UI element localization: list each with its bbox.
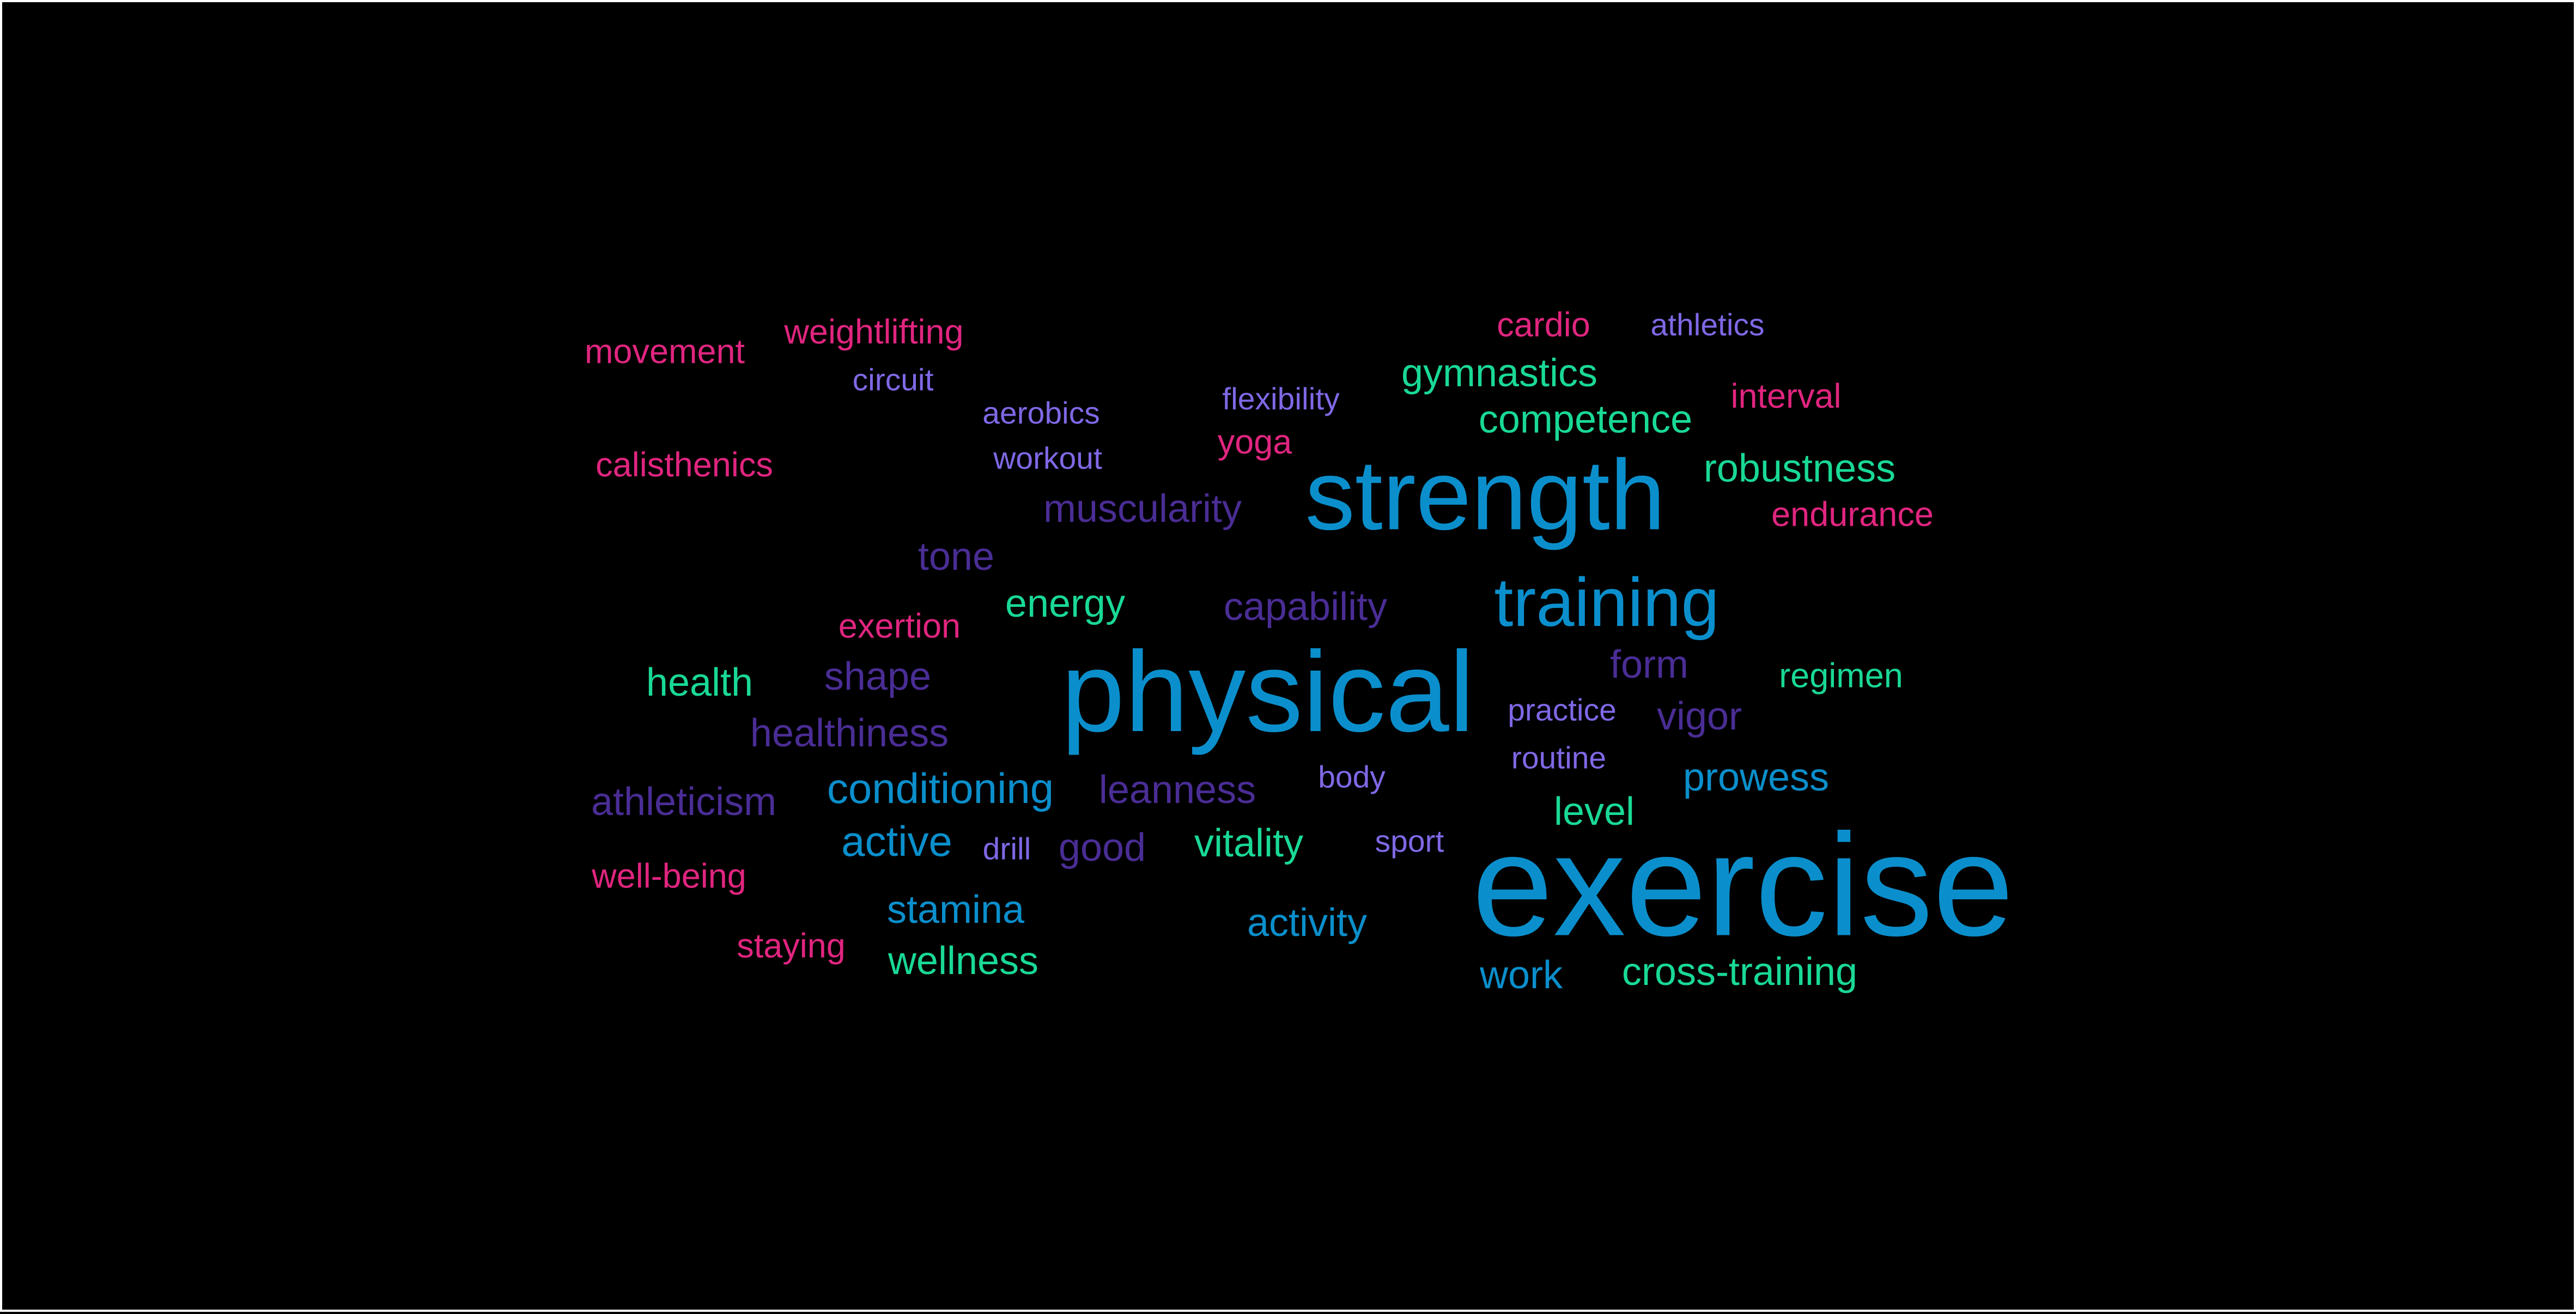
word-activity: activity <box>1247 901 1368 945</box>
word-stamina: stamina <box>886 888 1025 932</box>
word-staying: staying <box>737 927 846 965</box>
word-gymnastics: gymnastics <box>1401 351 1598 395</box>
word-exercise: exercise <box>1472 803 2014 966</box>
word-active: active <box>841 817 952 865</box>
word-health: health <box>646 661 754 704</box>
word-level: level <box>1553 790 1635 834</box>
word-tone: tone <box>918 535 995 579</box>
word-form: form <box>1610 643 1688 686</box>
word-interval: interval <box>1730 377 1842 416</box>
word-robustness: robustness <box>1703 447 1896 490</box>
word-sport: sport <box>1375 824 1444 859</box>
word-work: work <box>1479 953 1563 997</box>
word-body: body <box>1318 759 1386 795</box>
word-movement: movement <box>584 332 745 371</box>
word-capability: capability <box>1223 585 1388 629</box>
word-cardio: cardio <box>1497 306 1590 344</box>
word-athletics: athletics <box>1650 307 1765 343</box>
word-circuit: circuit <box>852 362 934 398</box>
word-practice: practice <box>1508 692 1617 728</box>
word-good: good <box>1058 826 1146 869</box>
word-drill: drill <box>982 831 1031 867</box>
word-cross-training: cross-training <box>1621 950 1858 994</box>
word-training: training <box>1494 564 1720 641</box>
word-vigor: vigor <box>1656 695 1742 738</box>
word-competence: competence <box>1478 398 1693 441</box>
word-endurance: endurance <box>1771 495 1934 534</box>
word-calisthenics: calisthenics <box>596 446 773 484</box>
word-vitality: vitality <box>1194 822 1304 865</box>
word-muscularity: muscularity <box>1043 487 1242 531</box>
word-exertion: exertion <box>838 607 961 646</box>
word-routine: routine <box>1511 740 1607 776</box>
word-aerobics: aerobics <box>982 396 1100 431</box>
word-physical: physical <box>1061 628 1475 756</box>
word-yoga: yoga <box>1217 423 1292 461</box>
word-athleticism: athleticism <box>591 780 777 824</box>
word-prowess: prowess <box>1682 756 1830 799</box>
word-shape: shape <box>824 655 932 698</box>
word-wellness: wellness <box>888 939 1039 983</box>
word-conditioning: conditioning <box>827 764 1054 812</box>
word-leanness: leanness <box>1098 768 1256 812</box>
word-healthiness: healthiness <box>750 711 949 755</box>
word-workout: workout <box>993 441 1102 476</box>
word-regimen: regimen <box>1779 656 1903 695</box>
word-flexibility: flexibility <box>1222 381 1340 417</box>
word-strength: strength <box>1305 439 1666 551</box>
word-weightlifting: weightlifting <box>784 313 964 351</box>
word-well-being: well-being <box>592 857 746 896</box>
word-energy: energy <box>1005 582 1126 625</box>
